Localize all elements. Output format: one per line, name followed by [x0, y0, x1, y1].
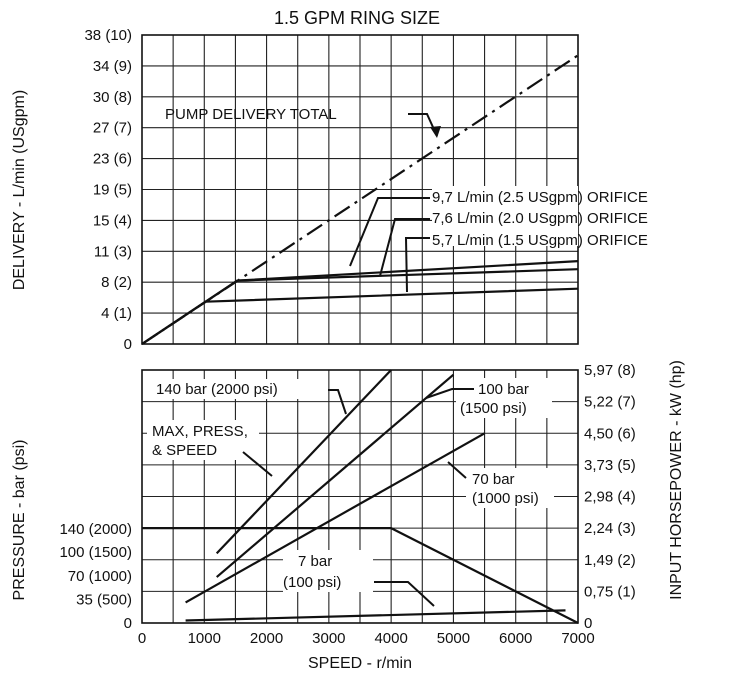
- bottom-x-tick-label: 3000: [312, 630, 345, 647]
- top-y-tick-label: 34 (9): [93, 58, 132, 75]
- bottom-x-tick-label: 4000: [374, 630, 407, 647]
- label-backdrop: [456, 378, 552, 418]
- annotation-7-bar: 7 bar: [298, 553, 332, 570]
- series-line-4: [142, 526, 579, 624]
- series-line-0: [141, 54, 579, 345]
- arrow-orifice-5-7: [404, 237, 430, 293]
- top-y-tick-label: 38 (10): [84, 27, 132, 44]
- series-line-1: [215, 373, 455, 578]
- annotation-100-bar: 100 bar: [478, 381, 529, 398]
- bottom-left-y-tick-label: 35 (500): [76, 591, 132, 608]
- bottom-right-y-tick-labels: 0 0,75 (1) 1,49 (2) 2,24 (3) 2,98 (4) 3,73 (5…: [584, 362, 636, 632]
- bottom-x-tick-label: 5000: [437, 630, 470, 647]
- annotation-7-bar-psi: (100 psi): [283, 574, 341, 591]
- bottom-right-y-tick-label: 3,73 (5): [584, 457, 636, 474]
- bottom-right-y-tick-label: 2,24 (3): [584, 520, 636, 537]
- bottom-x-tick-label: 0: [138, 630, 146, 647]
- bottom-x-tick-label: 6000: [499, 630, 532, 647]
- top-y-tick-label: 23 (6): [93, 151, 132, 168]
- bottom-right-y-tick-label: 0: [584, 615, 592, 632]
- top-chart-series: [141, 54, 579, 345]
- bottom-right-y-tick-label: 1,49 (2): [584, 552, 636, 569]
- top-y-tick-label: 30 (8): [93, 89, 132, 106]
- top-y-tick-label: 15 (4): [93, 212, 132, 229]
- bottom-right-y-tick-label: 4,50 (6): [584, 425, 636, 442]
- series-line-3: [185, 609, 566, 622]
- annotation-70-bar: 70 bar: [472, 471, 515, 488]
- bottom-chart-series: [142, 369, 579, 624]
- bottom-left-y-axis-title: PRESSURE - bar (psi): [11, 440, 28, 601]
- bottom-right-y-tick-label: 0,75 (1): [584, 583, 636, 600]
- annotation-100-bar-psi: (1500 psi): [460, 400, 527, 417]
- bottom-left-y-tick-label: 70 (1000): [68, 568, 132, 585]
- top-y-tick-label: 11 (3): [94, 243, 132, 260]
- arrow-max-press-speed: [242, 451, 273, 477]
- label-backdrop: [466, 468, 554, 508]
- label-backdrop: [152, 379, 326, 399]
- annotation-orifice-7-6: 7,6 L/min (2.0 USgpm) ORIFICE: [432, 210, 648, 227]
- top-y-tick-labels: 0 4 (1) 8 (2) 11 (3) 15 (4) 19 (5) 23 (6) 27 (7…: [84, 27, 132, 353]
- annotation-pump-delivery-total: PUMP DELIVERY TOTAL: [165, 106, 337, 123]
- bottom-left-y-tick-label: 140 (2000): [59, 521, 132, 538]
- bottom-left-y-tick-labels: 0 35 (500) 70 (1000) 100 (1500) 140 (2000): [59, 521, 132, 632]
- label-backdrop: [283, 550, 373, 592]
- bottom-chart-frame: [141, 369, 579, 624]
- arrow-7-bar: [374, 581, 435, 607]
- top-y-tick-label: 27 (7): [93, 120, 132, 137]
- bottom-x-tick-label: 2000: [250, 630, 283, 647]
- arrow-140-bar: [328, 389, 347, 415]
- bottom-right-y-tick-label: 2,98 (4): [584, 489, 636, 506]
- annotation-140-bar: 140 bar (2000 psi): [156, 381, 278, 398]
- arrow-orifice-7-6: [379, 218, 430, 277]
- top-y-axis-title: DELIVERY - L/min (USgpm): [11, 90, 28, 290]
- bottom-left-y-tick-label: 0: [124, 615, 132, 632]
- bottom-right-y-tick-label: 5,97 (8): [584, 362, 636, 379]
- bottom-left-y-tick-label: 100 (1500): [59, 544, 132, 561]
- series-line-3: [141, 287, 579, 345]
- bottom-right-y-axis-title: INPUT HORSEPOWER - kW (hp): [668, 360, 685, 600]
- top-y-tick-label: 8 (2): [101, 274, 132, 291]
- label-backdrop: [147, 420, 259, 460]
- annotation-orifice-5-7: 5,7 L/min (1.5 USgpm) ORIFICE: [432, 232, 648, 249]
- series-line-0: [215, 369, 392, 555]
- arrow-70-bar: [447, 461, 467, 479]
- bottom-x-tick-label: 7000: [561, 630, 594, 647]
- arrow-orifice-9-7: [349, 197, 430, 267]
- bottom-x-axis-title: SPEED - r/min: [308, 655, 412, 672]
- top-y-tick-label: 19 (5): [93, 182, 132, 199]
- bottom-x-tick-label: 1000: [188, 630, 221, 647]
- top-y-tick-label: 0: [124, 336, 132, 353]
- top-y-tick-label: 4 (1): [101, 305, 132, 322]
- annotation-70-bar-psi: (1000 psi): [472, 490, 539, 507]
- label-backdrop: [432, 186, 578, 246]
- bottom-right-y-tick-label: 5,22 (7): [584, 394, 636, 411]
- annotation-max-press-speed-2: & SPEED: [152, 442, 217, 459]
- arrow-100-bar: [425, 388, 474, 399]
- bottom-x-tick-labels: 0 1000 2000 3000 4000 5000 6000 7000: [138, 630, 595, 647]
- arrowhead-pump-delivery-total: [430, 126, 441, 138]
- annotation-max-press-speed-1: MAX, PRESS,: [152, 423, 248, 440]
- chart-title: 1.5 GPM RING SIZE: [274, 8, 440, 28]
- annotation-orifice-9-7: 9,7 L/min (2.5 USgpm) ORIFICE: [432, 189, 648, 206]
- series-line-2: [185, 432, 486, 604]
